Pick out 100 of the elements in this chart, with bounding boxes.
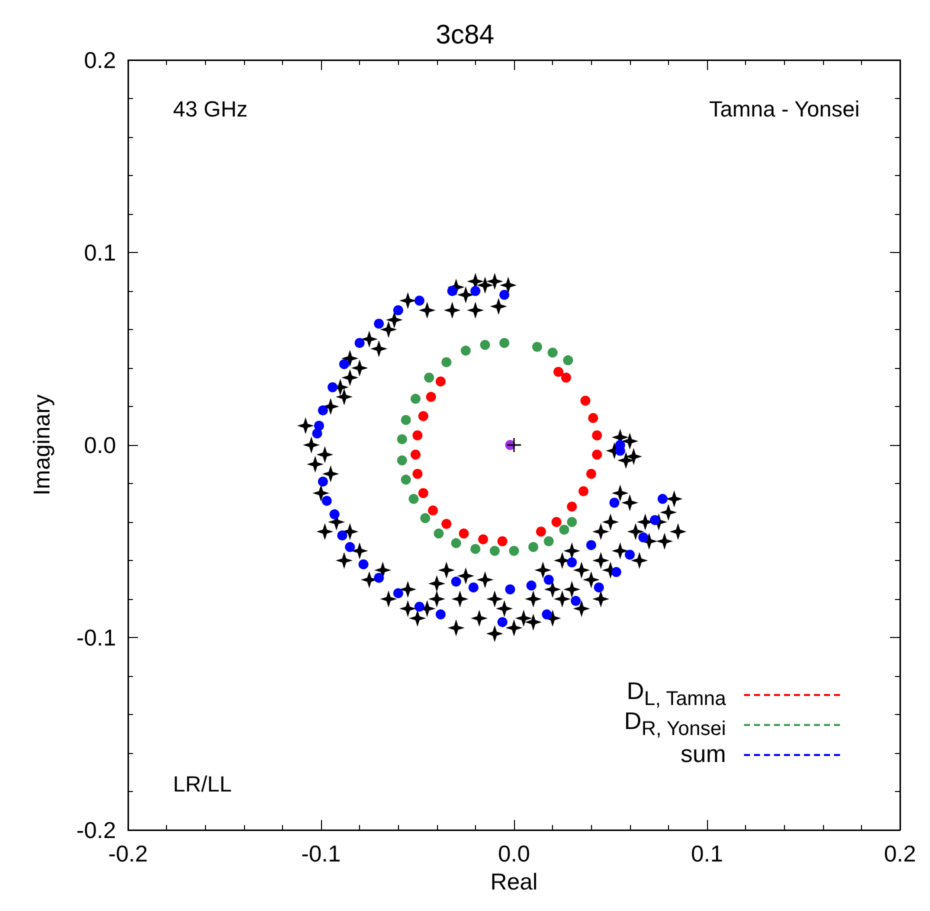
y-tick-label: 0.2 bbox=[84, 47, 116, 73]
point bbox=[544, 536, 554, 546]
point bbox=[650, 515, 660, 526]
point bbox=[553, 366, 564, 377]
point bbox=[592, 450, 602, 460]
point bbox=[354, 338, 365, 348]
point bbox=[393, 305, 404, 316]
point bbox=[374, 572, 384, 583]
chart-title: 3c84 bbox=[436, 20, 494, 50]
annotation: LR/LL bbox=[173, 772, 232, 796]
point bbox=[470, 286, 480, 296]
y-tick-label: 0.0 bbox=[84, 432, 116, 458]
point bbox=[418, 488, 428, 498]
point bbox=[414, 296, 424, 306]
point bbox=[400, 414, 411, 425]
point bbox=[358, 559, 368, 570]
point bbox=[586, 540, 596, 550]
point bbox=[580, 396, 590, 406]
point bbox=[609, 498, 620, 508]
point bbox=[480, 340, 490, 350]
point bbox=[497, 536, 508, 546]
point bbox=[322, 496, 332, 506]
point bbox=[312, 428, 322, 438]
point bbox=[499, 290, 510, 300]
point bbox=[397, 434, 408, 444]
point bbox=[460, 346, 471, 356]
point bbox=[393, 588, 404, 598]
x-tick-label: 0.1 bbox=[691, 840, 723, 866]
point bbox=[337, 530, 348, 540]
point bbox=[426, 392, 436, 402]
point bbox=[559, 524, 570, 535]
point bbox=[561, 372, 572, 383]
point bbox=[566, 502, 577, 512]
point bbox=[570, 596, 581, 606]
point bbox=[414, 602, 424, 612]
point bbox=[563, 355, 574, 366]
point bbox=[441, 518, 452, 529]
point bbox=[658, 494, 668, 504]
point bbox=[638, 532, 648, 542]
point bbox=[468, 582, 478, 592]
point bbox=[505, 584, 516, 594]
point bbox=[412, 468, 422, 479]
x-tick-label: -0.1 bbox=[301, 840, 341, 866]
point bbox=[410, 450, 421, 460]
point bbox=[611, 567, 622, 578]
point bbox=[470, 544, 480, 554]
point bbox=[318, 405, 328, 416]
x-tick-label: 0.0 bbox=[498, 840, 530, 866]
point bbox=[408, 494, 419, 504]
point bbox=[544, 574, 554, 585]
point bbox=[420, 513, 430, 524]
legend-label: D$_{L, Tamna}$ bbox=[626, 678, 726, 710]
point bbox=[412, 430, 422, 440]
point bbox=[436, 376, 446, 386]
point bbox=[566, 517, 577, 527]
point bbox=[374, 318, 384, 329]
point bbox=[526, 580, 536, 591]
x-tick-label: -0.2 bbox=[108, 840, 148, 866]
point bbox=[532, 342, 542, 352]
legend-label: D$_{R, Yonsei}$ bbox=[624, 708, 726, 740]
legend-label: sum bbox=[680, 741, 726, 768]
point bbox=[318, 476, 328, 487]
annotation: 43 GHz bbox=[173, 96, 248, 122]
point bbox=[588, 413, 598, 424]
point bbox=[428, 505, 438, 516]
point bbox=[592, 430, 602, 440]
point bbox=[509, 546, 519, 556]
x-axis-title: Real bbox=[490, 868, 538, 894]
annotation: Tamna - Yonsei bbox=[709, 96, 860, 122]
point bbox=[344, 542, 355, 552]
point bbox=[451, 576, 462, 587]
point bbox=[330, 509, 340, 520]
point bbox=[499, 338, 510, 348]
point bbox=[451, 538, 462, 548]
point bbox=[548, 348, 558, 358]
y-tick-label: -0.2 bbox=[76, 817, 116, 843]
point bbox=[566, 557, 577, 568]
point bbox=[542, 609, 552, 620]
point bbox=[441, 357, 452, 368]
point bbox=[339, 359, 350, 370]
point bbox=[578, 486, 588, 496]
point bbox=[624, 550, 635, 560]
point bbox=[434, 528, 444, 539]
point bbox=[536, 526, 546, 537]
point bbox=[424, 372, 434, 383]
point bbox=[586, 468, 596, 479]
point bbox=[436, 609, 446, 620]
y-tick-label: -0.1 bbox=[76, 624, 116, 650]
point bbox=[410, 394, 421, 404]
point bbox=[458, 528, 469, 539]
x-tick-label: 0.2 bbox=[884, 840, 916, 866]
point bbox=[400, 474, 411, 485]
point bbox=[497, 617, 508, 628]
point bbox=[328, 382, 338, 392]
y-tick-label: 0.1 bbox=[84, 240, 116, 266]
point bbox=[397, 455, 408, 466]
point bbox=[594, 582, 604, 592]
point bbox=[490, 546, 500, 556]
point bbox=[551, 517, 562, 527]
point bbox=[478, 534, 488, 544]
